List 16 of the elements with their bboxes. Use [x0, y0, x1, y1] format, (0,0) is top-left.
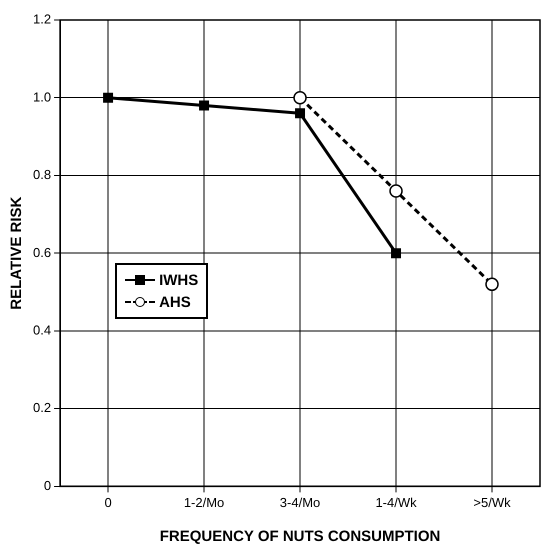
x-tick-label: 1-4/Wk	[375, 494, 418, 510]
y-axis-title: RELATIVE RISK	[8, 196, 26, 310]
x-tick-label: 0	[104, 494, 112, 510]
x-axis-title: FREQUENCY OF NUTS CONSUMPTION	[160, 528, 440, 546]
y-tick-label: 0.2	[32, 400, 52, 416]
y-tick-label: 0.8	[32, 167, 52, 182]
legend-label: IWHS	[159, 272, 198, 289]
y-tick-label: 0.6	[32, 244, 52, 260]
x-tick-label: 1-2/Mo	[184, 494, 224, 510]
y-tick-label: 0	[44, 478, 52, 493]
y-tick-label: 1.2	[32, 12, 52, 27]
x-tick-label: >5/Wk	[473, 494, 512, 510]
y-tick-label: 0.4	[32, 322, 52, 338]
x-tick-label: 3-4/Mo	[280, 494, 320, 510]
y-tick-label: 1.0	[32, 89, 52, 104]
legend-label: AHS	[159, 294, 191, 311]
